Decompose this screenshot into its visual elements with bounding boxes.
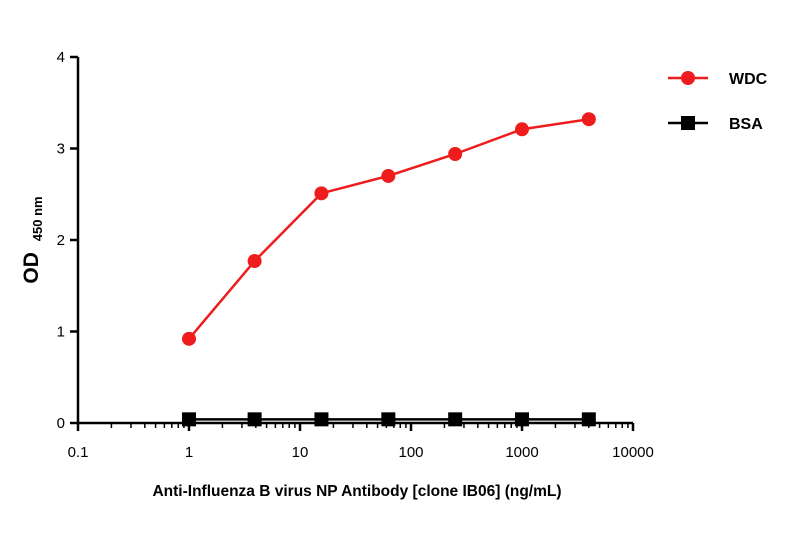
data-point-wdc xyxy=(448,146,463,161)
x-tick-label: 1000 xyxy=(505,444,538,461)
data-point-bsa xyxy=(515,412,529,427)
data-point-wdc xyxy=(182,331,196,346)
data-point-bsa xyxy=(381,412,396,427)
series xyxy=(182,112,596,427)
y-axis-label: OD 450 nm xyxy=(20,196,45,283)
data-point-wdc xyxy=(515,122,529,137)
y-tick-label: 4 xyxy=(57,49,65,66)
ticks: 0 1 2 3 4 0.1 1 10 100 1000 10000 xyxy=(57,49,654,461)
data-point-wdc xyxy=(381,168,396,183)
legend: WDC BSA xyxy=(668,71,768,133)
x-tick-label: 100 xyxy=(398,444,423,461)
data-point-bsa xyxy=(448,412,463,427)
legend-label-wdc: WDC xyxy=(729,71,768,88)
axes xyxy=(76,57,633,425)
legend-marker-wdc xyxy=(681,71,695,85)
data-point-bsa xyxy=(247,412,262,427)
x-tick-label: 10 xyxy=(292,444,309,461)
legend-item-wdc: WDC xyxy=(668,71,768,88)
data-point-wdc xyxy=(581,112,596,127)
data-point-bsa xyxy=(182,412,196,427)
y-axis-label-sub: 450 nm xyxy=(30,196,45,241)
y-tick-label: 2 xyxy=(57,232,65,249)
series-line-wdc xyxy=(188,117,590,340)
x-tick-label: 10000 xyxy=(612,444,654,461)
x-axis-label: Anti-Influenza B virus NP Antibody [clon… xyxy=(152,483,561,500)
data-point-wdc xyxy=(247,254,262,269)
x-tick-label: 1 xyxy=(185,444,193,461)
data-point-bsa xyxy=(581,412,596,427)
y-tick-label: 0 xyxy=(57,415,65,432)
data-point-wdc xyxy=(314,186,329,201)
legend-item-bsa: BSA xyxy=(668,116,763,133)
y-tick-label: 3 xyxy=(57,141,65,158)
data-point-bsa xyxy=(314,412,329,427)
y-axis-label-main: OD xyxy=(20,252,43,284)
legend-marker-bsa xyxy=(681,116,695,130)
y-tick-label: 1 xyxy=(57,324,65,341)
x-tick-label: 0.1 xyxy=(68,444,89,461)
svg-text:OD 450 nm: OD 450 nm xyxy=(20,196,45,283)
legend-label-bsa: BSA xyxy=(729,116,763,133)
